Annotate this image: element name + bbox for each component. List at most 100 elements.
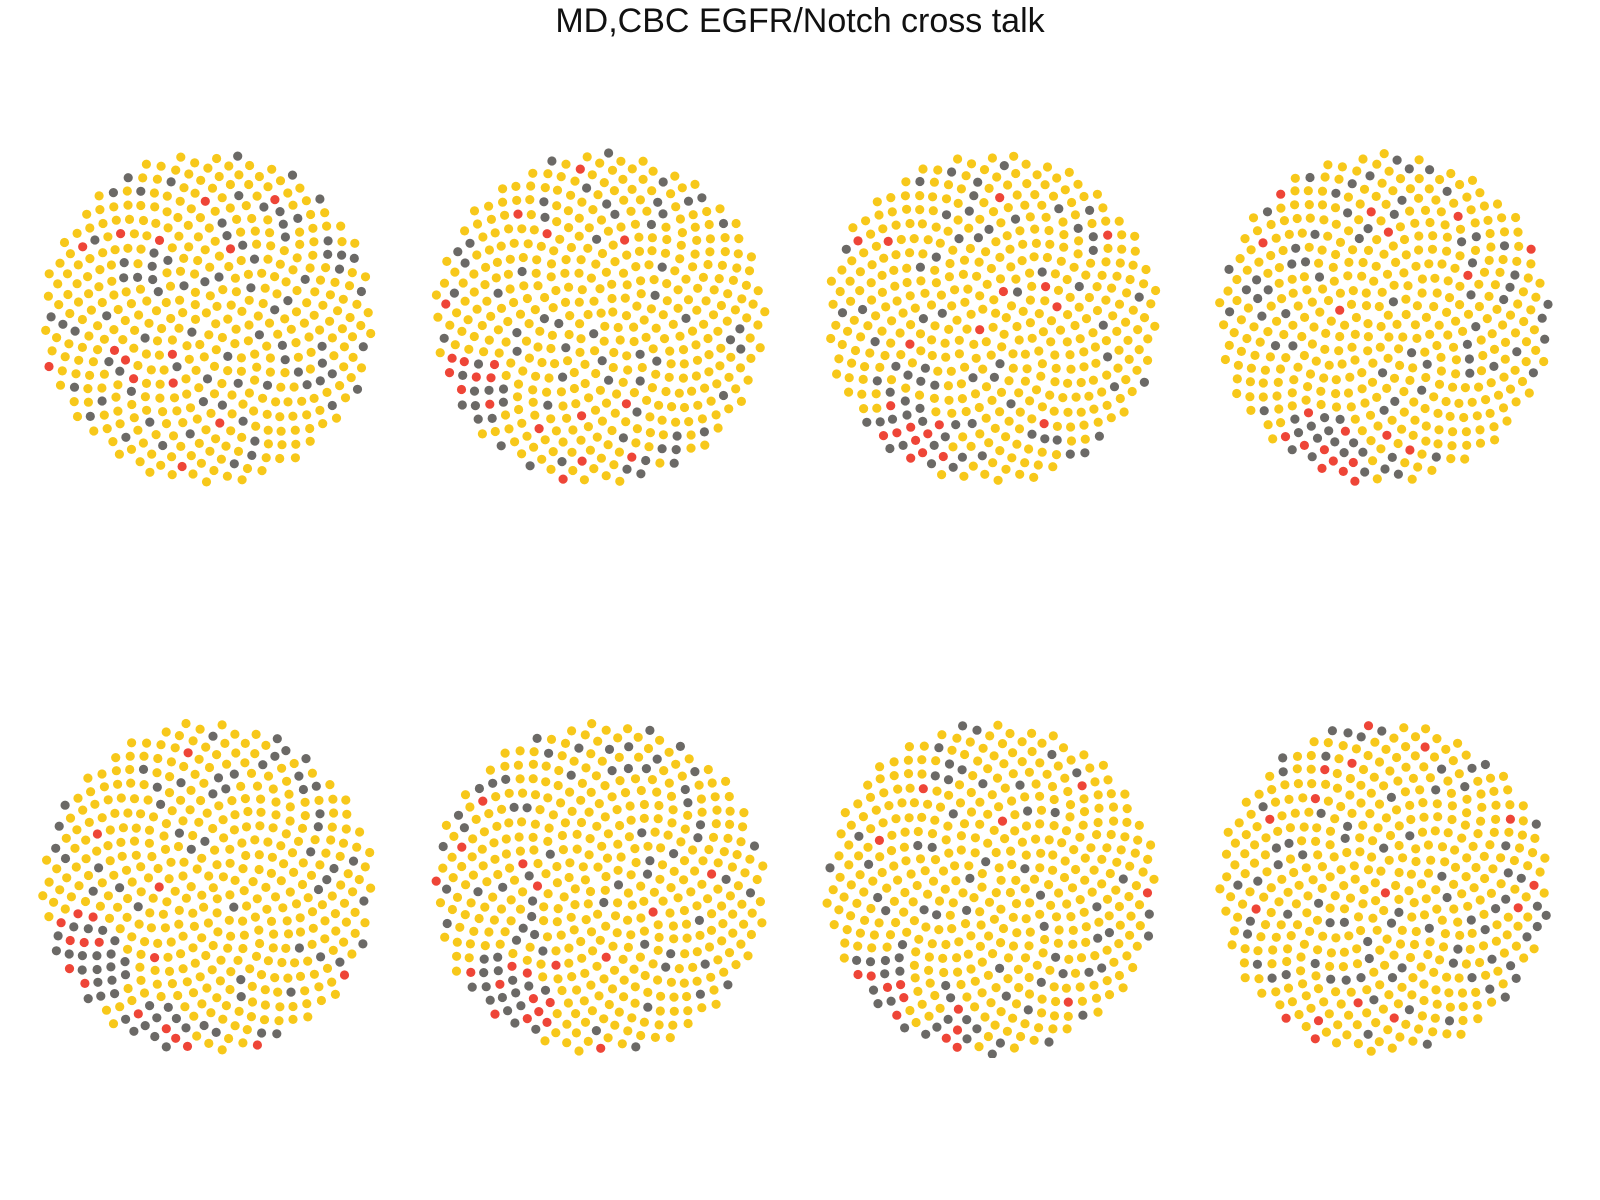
cell-point-yellow <box>992 172 1002 182</box>
cell-point-gray <box>1422 359 1432 369</box>
cell-point-gray <box>610 209 620 219</box>
cell-point-yellow <box>1143 355 1153 365</box>
cell-point-yellow <box>477 844 487 854</box>
cell-point-yellow <box>518 252 528 263</box>
cell-point-yellow <box>850 345 861 356</box>
cell-point-yellow <box>1128 305 1138 315</box>
cell-point-yellow <box>1266 907 1276 918</box>
cell-point-gray <box>725 335 736 345</box>
cell-point-gray <box>1109 382 1120 392</box>
cell-point-yellow <box>983 838 993 848</box>
cell-point-yellow <box>83 773 93 783</box>
cell-point-yellow <box>653 920 663 930</box>
cell-point-yellow <box>917 219 927 229</box>
cell-point-yellow <box>690 249 700 259</box>
cell-point-gray <box>1512 347 1522 357</box>
cell-point-yellow <box>1416 879 1427 889</box>
cell-point-yellow <box>540 435 550 445</box>
cell-point-yellow <box>755 897 765 907</box>
cell-point-yellow <box>196 458 206 468</box>
cell-point-yellow <box>1363 245 1374 255</box>
cell-point-yellow <box>335 381 345 391</box>
cell-point-yellow <box>917 769 927 779</box>
cell-point-yellow <box>99 334 109 344</box>
cell-point-yellow <box>630 774 641 784</box>
cell-point-yellow <box>185 805 195 815</box>
cell-point-yellow <box>890 281 900 291</box>
cell-point-yellow <box>218 872 228 882</box>
cell-point-yellow <box>574 213 584 223</box>
cell-point-gray <box>1047 749 1057 760</box>
cell-point-yellow <box>276 426 286 436</box>
cell-point-yellow <box>291 307 302 317</box>
cell-point-yellow <box>216 454 226 464</box>
cell-point-yellow <box>1474 279 1484 289</box>
cell-point-yellow <box>574 231 584 241</box>
cell-point-yellow <box>538 972 548 982</box>
cell-point-yellow <box>688 262 698 272</box>
cell-point-yellow <box>960 749 970 760</box>
cell-point-yellow <box>871 311 881 321</box>
cell-point-yellow <box>828 299 838 309</box>
cell-point-yellow <box>1000 783 1010 793</box>
cell-point-yellow <box>1320 172 1330 182</box>
cell-point-red <box>1463 270 1473 280</box>
cell-point-gray <box>881 906 891 916</box>
cell-point-gray <box>92 951 102 961</box>
cell-point-yellow <box>226 426 236 436</box>
cell-point-yellow <box>1500 337 1511 347</box>
cell-point-yellow <box>636 913 646 923</box>
cell-point-yellow <box>146 923 156 933</box>
cell-point-yellow <box>287 848 298 858</box>
cell-point-yellow <box>1074 302 1084 312</box>
cell-point-yellow <box>1440 220 1450 230</box>
cell-point-yellow <box>1080 875 1090 885</box>
cell-point-yellow <box>1358 764 1369 775</box>
cell-point-yellow <box>834 851 844 861</box>
cell-point-yellow <box>101 1005 112 1015</box>
cell-point-yellow <box>1097 387 1107 397</box>
cell-point-yellow <box>1250 350 1260 360</box>
cell-point-yellow <box>77 314 87 325</box>
cell-point-yellow <box>1357 426 1367 436</box>
cell-point-yellow <box>212 750 222 760</box>
cell-point-yellow <box>1406 814 1416 825</box>
cell-point-gray <box>262 380 273 390</box>
cell-point-yellow <box>1483 215 1493 225</box>
cell-point-yellow <box>1426 855 1436 865</box>
cell-point-yellow <box>941 835 951 845</box>
cell-point-yellow <box>117 851 127 861</box>
cell-point-yellow <box>178 308 188 318</box>
cell-point-yellow <box>322 963 333 973</box>
cell-point-yellow <box>529 845 539 855</box>
cell-point-yellow <box>641 332 651 342</box>
cell-point-yellow <box>167 470 177 480</box>
cell-point-yellow <box>999 329 1009 339</box>
cell-point-yellow <box>449 831 459 841</box>
cell-point-yellow <box>1471 987 1481 997</box>
cell-point-yellow <box>1258 378 1268 388</box>
cell-point-yellow <box>284 789 294 799</box>
cell-point-yellow <box>957 394 967 404</box>
cell-point-yellow <box>1009 1043 1019 1053</box>
cell-point-yellow <box>1375 342 1385 352</box>
cell-point-yellow <box>328 945 338 955</box>
cell-point-yellow <box>703 259 713 270</box>
cell-point-yellow <box>1285 854 1296 864</box>
cell-point-gray <box>1262 207 1273 217</box>
cell-point-yellow <box>277 763 287 773</box>
cell-point-gray <box>1015 780 1025 790</box>
cell-point-yellow <box>295 227 305 237</box>
cell-point-red <box>1303 408 1314 418</box>
cell-point-red <box>1366 207 1376 217</box>
cell-point-yellow <box>905 783 915 793</box>
cell-point-yellow <box>1284 229 1294 239</box>
cell-point-yellow <box>1319 997 1329 1007</box>
cell-point-yellow <box>366 883 376 893</box>
cell-point-yellow <box>1227 940 1237 950</box>
cell-point-yellow <box>1037 359 1047 369</box>
cell-point-yellow <box>1146 840 1156 850</box>
cell-point-yellow <box>947 924 957 934</box>
cell-point-yellow <box>677 183 687 193</box>
cell-point-gray <box>920 363 930 373</box>
